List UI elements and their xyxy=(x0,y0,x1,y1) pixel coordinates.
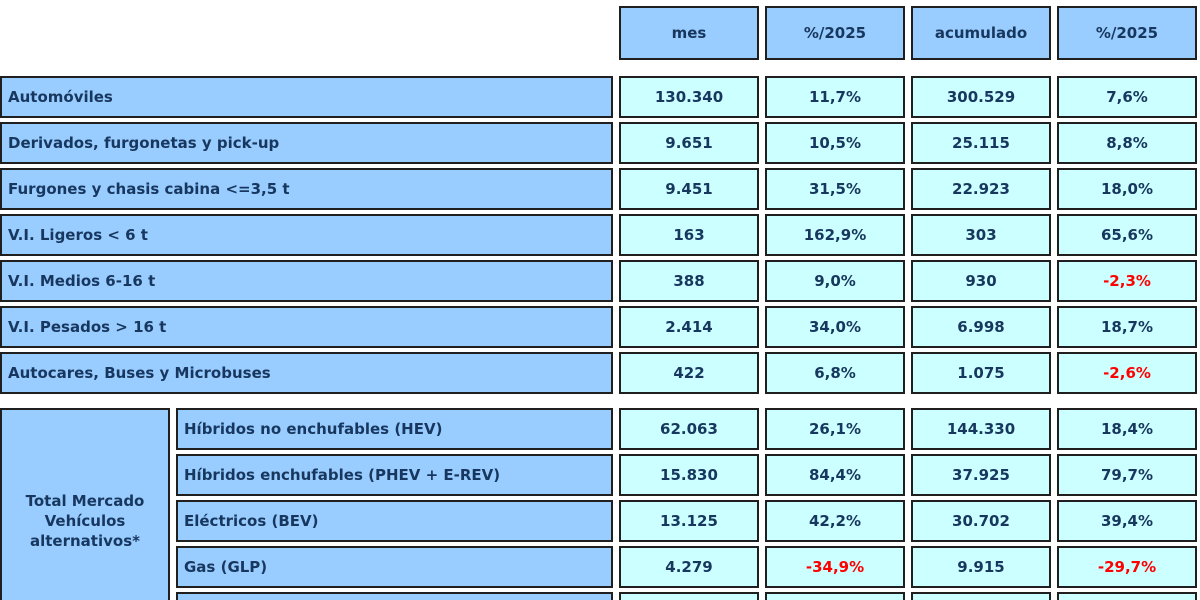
cell-pct-mes: 9,0% xyxy=(765,260,905,302)
table-row-autocares: Autocares, Buses y Microbuses 422 6,8% 1… xyxy=(0,352,1197,394)
row-label: Automóviles xyxy=(0,76,613,118)
cell-pct-acumulado: 65,6% xyxy=(1057,214,1197,256)
cell-pct-mes: 162,9% xyxy=(765,214,905,256)
cell-pct-acumulado: 18,7% xyxy=(1057,306,1197,348)
cell-pct-acumulado: -2,3% xyxy=(1057,260,1197,302)
cell-acumulado: 300.529 xyxy=(911,76,1051,118)
col-header-mes: mes xyxy=(619,6,759,60)
row-label: Gas (GNC+GNL) xyxy=(176,592,613,600)
table-row-vi-pesados: V.I. Pesados > 16 t 2.414 34,0% 6.998 18… xyxy=(0,306,1197,348)
cell-mes: 9.651 xyxy=(619,122,759,164)
cell-mes: 2.414 xyxy=(619,306,759,348)
col-header-pct-acumulado: %/2025 xyxy=(1057,6,1197,60)
cell-acumulado: 25.115 xyxy=(911,122,1051,164)
cell-pct-acumulado: 18,0% xyxy=(1057,168,1197,210)
cell-acumulado: 930 xyxy=(911,260,1051,302)
cell-acumulado: 9.915 xyxy=(911,546,1051,588)
group-label-total-mercado: Total Mercado Vehículos alternativos* xyxy=(0,408,170,600)
row-label: Furgones y chasis cabina <=3,5 t xyxy=(0,168,613,210)
table-row-glp: Gas (GLP) 4.279 -34,9% 9.915 -29,7% xyxy=(0,546,1197,588)
cell-pct-mes: 11,7% xyxy=(765,76,905,118)
cell-pct-mes: 42,2% xyxy=(765,500,905,542)
row-label: V.I. Ligeros < 6 t xyxy=(0,214,613,256)
header-row: mes %/2025 acumulado %/2025 xyxy=(0,6,1197,60)
col-header-pct-mes: %/2025 xyxy=(765,6,905,60)
cell-mes: 15.830 xyxy=(619,454,759,496)
cell-pct-acumulado: 18,4% xyxy=(1057,408,1197,450)
cell-mes: 388 xyxy=(619,260,759,302)
table-row-phev: Híbridos enchufables (PHEV + E-REV) 15.8… xyxy=(0,454,1197,496)
cell-pct-mes: 10,5% xyxy=(765,122,905,164)
header-spacer xyxy=(0,6,613,60)
table-row-vi-medios: V.I. Medios 6-16 t 388 9,0% 930 -2,3% xyxy=(0,260,1197,302)
row-label: Eléctricos (BEV) xyxy=(176,500,613,542)
cell-mes: 59 xyxy=(619,592,759,600)
cell-acumulado: 37.925 xyxy=(911,454,1051,496)
cell-pct-acumulado: 8,8% xyxy=(1057,122,1197,164)
row-label: Gas (GLP) xyxy=(176,546,613,588)
table-row-derivados: Derivados, furgonetas y pick-up 9.651 10… xyxy=(0,122,1197,164)
cell-pct-acumulado: -2,6% xyxy=(1057,352,1197,394)
cell-pct-acumulado: -29,7% xyxy=(1057,546,1197,588)
cell-acumulado: 1.075 xyxy=(911,352,1051,394)
market-segments-table: Automóviles 130.340 11,7% 300.529 7,6% D… xyxy=(0,72,1200,398)
alternative-vehicles-table: Total Mercado Vehículos alternativos* Hí… xyxy=(0,404,1200,600)
cell-mes: 422 xyxy=(619,352,759,394)
cell-acumulado: 144.330 xyxy=(911,408,1051,450)
table-row-automoviles: Automóviles 130.340 11,7% 300.529 7,6% xyxy=(0,76,1197,118)
cell-acumulado: 303 xyxy=(911,214,1051,256)
cell-pct-mes: 34,0% xyxy=(765,306,905,348)
table-row-hev: Total Mercado Vehículos alternativos* Hí… xyxy=(0,408,1197,600)
table-row-bev: Eléctricos (BEV) 13.125 42,2% 30.702 39,… xyxy=(0,500,1197,542)
cell-mes: 4.279 xyxy=(619,546,759,588)
cell-acumulado: 30.702 xyxy=(911,500,1051,542)
cell-pct-mes: 31,5% xyxy=(765,168,905,210)
row-label: Híbridos enchufables (PHEV + E-REV) xyxy=(176,454,613,496)
cell-mes: 62.063 xyxy=(619,408,759,450)
cell-pct-mes: 6,8% xyxy=(765,352,905,394)
cell-pct-mes: -34,9% xyxy=(765,546,905,588)
cell-acumulado: 6.998 xyxy=(911,306,1051,348)
cell-mes: 9.451 xyxy=(619,168,759,210)
row-label: V.I. Medios 6-16 t xyxy=(0,260,613,302)
cell-mes: 163 xyxy=(619,214,759,256)
cell-pct-acumulado: 7,6% xyxy=(1057,76,1197,118)
cell-mes: 13.125 xyxy=(619,500,759,542)
cell-pct-acumulado: 39,4% xyxy=(1057,500,1197,542)
cell-acumulado: 196 xyxy=(911,592,1051,600)
row-label: Autocares, Buses y Microbuses xyxy=(0,352,613,394)
row-label: Derivados, furgonetas y pick-up xyxy=(0,122,613,164)
cell-mes: 130.340 xyxy=(619,76,759,118)
column-header-table: mes %/2025 acumulado %/2025 xyxy=(0,2,1200,64)
cell-pct-mes: 26,1% xyxy=(765,408,905,450)
cell-acumulado: 22.923 xyxy=(911,168,1051,210)
row-label: V.I. Pesados > 16 t xyxy=(0,306,613,348)
cell-pct-acumulado: 79,7% xyxy=(1057,454,1197,496)
cell-pct-mes: 84,4% xyxy=(765,454,905,496)
cell-pct-acumulado: -24,6% xyxy=(1057,592,1197,600)
row-label: Híbridos no enchufables (HEV) xyxy=(176,408,613,450)
cell-pct-mes: -38,5% xyxy=(765,592,905,600)
col-header-acumulado: acumulado xyxy=(911,6,1051,60)
table-row-furgones: Furgones y chasis cabina <=3,5 t 9.451 3… xyxy=(0,168,1197,210)
table-row-vi-ligeros: V.I. Ligeros < 6 t 163 162,9% 303 65,6% xyxy=(0,214,1197,256)
table-row-gnc-gnl: Gas (GNC+GNL) 59 -38,5% 196 -24,6% xyxy=(0,592,1197,600)
